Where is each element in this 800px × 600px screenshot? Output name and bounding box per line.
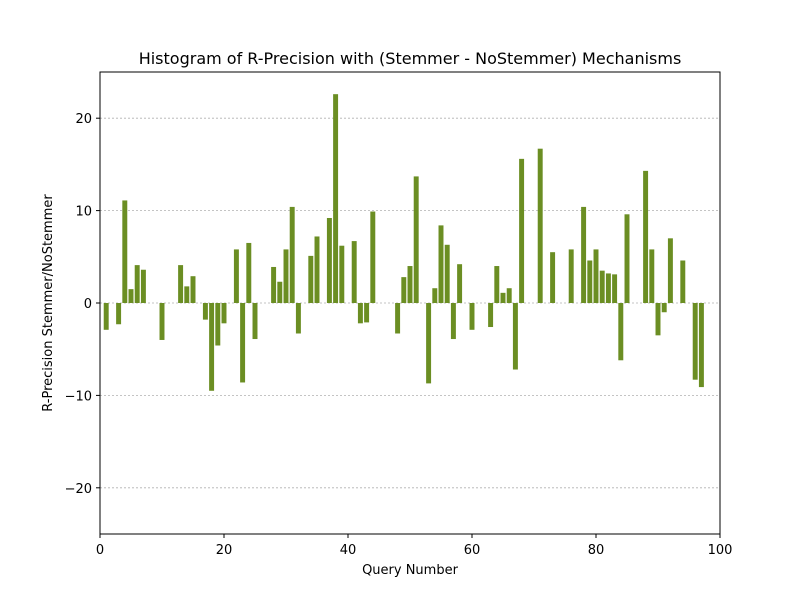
bar bbox=[413, 176, 419, 303]
bar bbox=[655, 303, 661, 336]
x-tick-label: 0 bbox=[96, 543, 104, 558]
bar bbox=[246, 242, 252, 303]
bar bbox=[339, 245, 345, 303]
bar bbox=[202, 303, 208, 320]
y-axis-ticks: −20 −10 0 10 20 bbox=[65, 112, 100, 497]
bar bbox=[587, 260, 593, 303]
bar bbox=[593, 249, 599, 303]
bar bbox=[444, 244, 450, 303]
bar bbox=[494, 266, 500, 303]
x-tick-label: 100 bbox=[708, 543, 733, 558]
bar bbox=[184, 286, 190, 303]
x-tick-label: 40 bbox=[340, 543, 357, 558]
bar bbox=[426, 303, 432, 384]
bar bbox=[295, 303, 301, 334]
bar bbox=[506, 288, 512, 303]
y-tick-label: −20 bbox=[65, 482, 92, 497]
bar bbox=[351, 241, 357, 303]
bar bbox=[550, 252, 556, 303]
bar bbox=[277, 281, 283, 303]
y-tick-label: 10 bbox=[75, 205, 92, 220]
y-tick-label: −10 bbox=[65, 389, 92, 404]
y-tick-label: 0 bbox=[84, 297, 92, 312]
bar bbox=[357, 303, 363, 324]
bar bbox=[333, 94, 339, 304]
bar bbox=[618, 303, 624, 361]
bar bbox=[581, 206, 587, 303]
x-tick-label: 60 bbox=[464, 543, 481, 558]
bars bbox=[103, 94, 704, 391]
bar bbox=[680, 260, 686, 303]
bar bbox=[134, 265, 140, 303]
chart-title: Histogram of R-Precision with (Stemmer -… bbox=[139, 49, 682, 68]
bar bbox=[519, 158, 525, 303]
bar bbox=[215, 303, 221, 346]
bar bbox=[289, 206, 295, 303]
bar bbox=[308, 255, 314, 303]
bar bbox=[469, 303, 475, 330]
bar bbox=[605, 273, 611, 303]
bar bbox=[221, 303, 227, 324]
bar bbox=[599, 270, 605, 303]
bar bbox=[271, 266, 277, 303]
bar bbox=[370, 211, 376, 303]
bar bbox=[178, 265, 184, 303]
bar bbox=[190, 276, 196, 303]
bar bbox=[103, 303, 109, 330]
bar bbox=[122, 200, 128, 303]
bar bbox=[159, 303, 165, 340]
bar bbox=[407, 266, 413, 303]
bar bbox=[252, 303, 258, 340]
bar bbox=[624, 214, 630, 303]
bar bbox=[116, 303, 122, 325]
bar bbox=[314, 236, 320, 303]
bar bbox=[364, 303, 370, 323]
bar bbox=[233, 249, 239, 303]
bar bbox=[661, 303, 667, 313]
bar bbox=[209, 303, 215, 391]
bar bbox=[326, 217, 332, 303]
bar bbox=[457, 264, 463, 303]
x-axis-ticks: 0 20 40 60 80 100 bbox=[96, 534, 733, 558]
bar bbox=[649, 249, 655, 303]
bar bbox=[395, 303, 401, 334]
bar bbox=[401, 277, 407, 303]
bar bbox=[692, 303, 698, 380]
bar bbox=[432, 288, 438, 303]
x-tick-label: 20 bbox=[216, 543, 233, 558]
bar bbox=[643, 170, 649, 303]
bar bbox=[698, 303, 704, 388]
y-axis-label: R-Precision Stemmer/NoStemmer bbox=[41, 194, 56, 412]
bar bbox=[568, 249, 574, 303]
x-tick-label: 80 bbox=[588, 543, 605, 558]
bar bbox=[512, 303, 518, 370]
bar bbox=[500, 292, 506, 303]
y-tick-label: 20 bbox=[75, 112, 92, 127]
bar bbox=[128, 289, 134, 303]
bar bbox=[488, 303, 494, 328]
x-axis-label: Query Number bbox=[362, 563, 459, 578]
bar bbox=[450, 303, 456, 340]
bar bbox=[667, 238, 673, 303]
bar bbox=[240, 303, 246, 383]
bar bbox=[140, 269, 146, 303]
bar bbox=[612, 274, 618, 303]
bar bbox=[438, 225, 444, 303]
bar bbox=[283, 249, 289, 303]
bar bbox=[537, 148, 543, 303]
